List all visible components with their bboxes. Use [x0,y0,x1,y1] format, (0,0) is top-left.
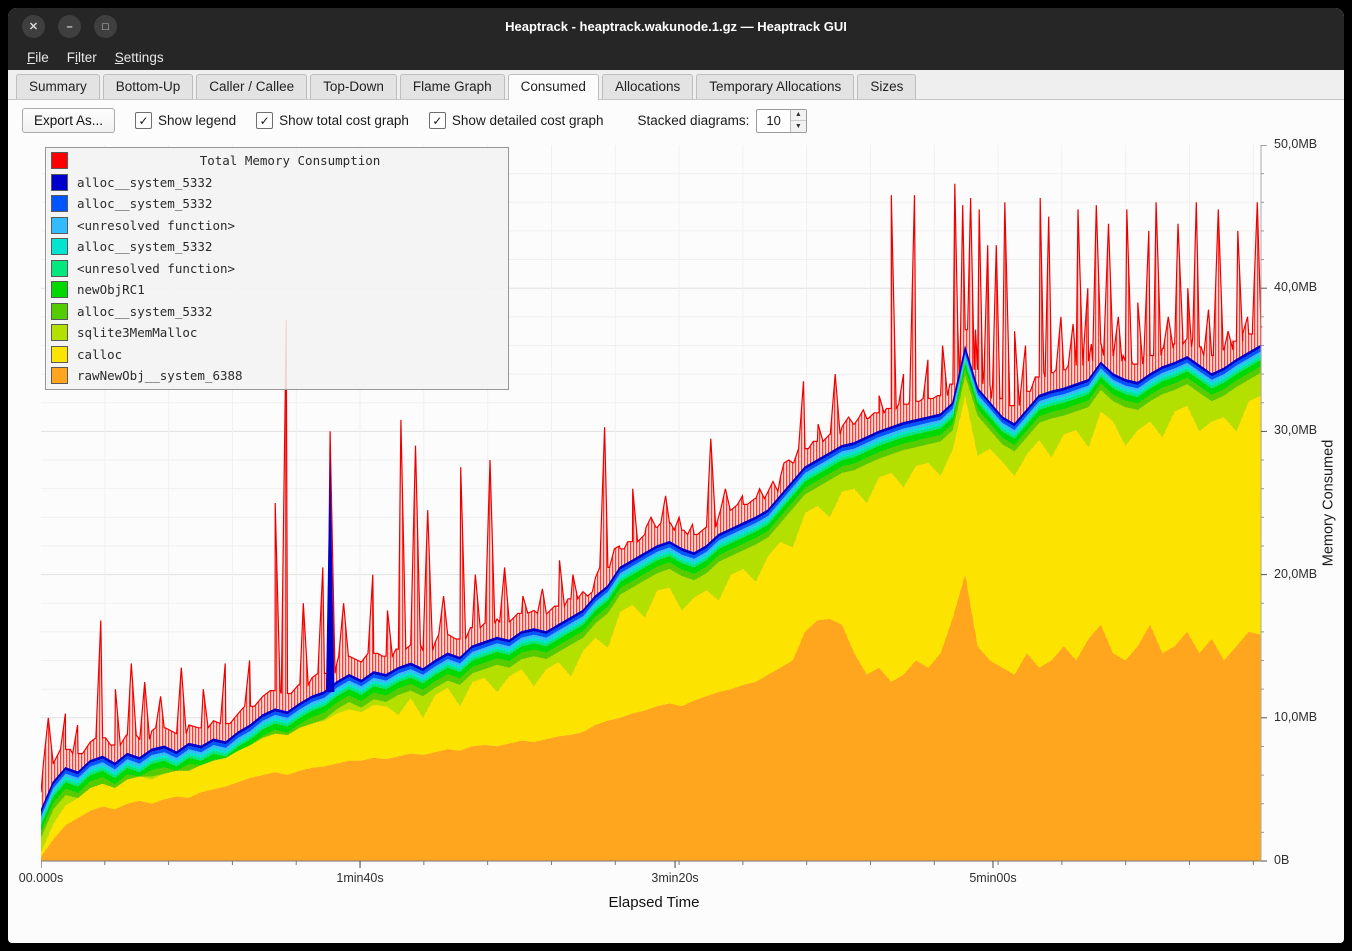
x-axis-labels: 00.000s 1min40s 3min20s 5min00s [19,869,1267,887]
tab-consumed[interactable]: Consumed [507,74,599,100]
chart-area: Total Memory Consumption alloc__system_5… [41,137,1344,869]
maximize-icon: □ [102,20,109,33]
legend-title: Total Memory Consumption [199,153,381,169]
legend-item: rawNewObj__system_6388 [46,365,508,387]
y-axis-label: 30,0MB [1274,423,1318,438]
tab-top-down[interactable]: Top-Down [310,74,397,99]
legend-item: alloc__system_5332 [46,172,508,194]
close-button[interactable]: ✕ [22,15,45,38]
memory-consumption-chart[interactable] [41,145,1267,869]
tab-flame-graph[interactable]: Flame Graph [399,74,505,99]
x-axis-label: 3min20s [651,871,699,885]
legend-swatch [51,173,68,191]
show-legend-label: Show legend [158,113,237,128]
show-total-cost-label: Show total cost graph [279,113,409,128]
stacked-diagrams-spinner[interactable]: 10 ▲ ▼ [756,108,807,133]
y-axis-label: 20,0MB [1274,566,1318,581]
window-title: Heaptrack - heaptrack.wakunode.1.gz — He… [505,18,847,34]
legend-item: newObjRC1 [46,279,508,301]
spinner-up-icon[interactable]: ▲ [790,109,806,121]
show-legend-checkbox[interactable]: ✓ Show legend [135,112,236,129]
x-axis-label: 5min00s [969,871,1017,885]
maximize-button[interactable]: □ [94,15,117,38]
heaptrack-window: ✕ – □ Heaptrack - heaptrack.wakunode.1.g… [8,8,1344,943]
legend-swatch [51,367,68,385]
menu-filter[interactable]: Filter [66,49,97,65]
legend-item: calloc [46,344,508,366]
tab-temporary-allocations[interactable]: Temporary Allocations [696,74,855,99]
y-axis-label: 40,0MB [1274,280,1318,295]
minimize-icon: – [66,20,73,33]
legend-swatch [51,324,68,342]
checkbox-check-icon: ✓ [428,112,446,129]
x-axis-label: 1min40s [336,871,384,885]
legend-item: alloc__system_5332 [46,193,508,215]
stacked-diagrams-label: Stacked diagrams: [637,113,750,128]
show-total-cost-checkbox[interactable]: ✓ Show total cost graph [256,112,409,129]
close-icon: ✕ [28,21,39,33]
x-axis-label: 00.000s [18,871,64,885]
legend-swatch [51,302,68,320]
menu-settings[interactable]: Settings [114,49,164,65]
tab-summary[interactable]: Summary [16,74,100,99]
spinner-down-icon[interactable]: ▼ [790,121,806,132]
y-axis-label: 0B [1274,853,1290,867]
legend-swatch [51,259,68,277]
legend-swatch [51,216,68,234]
show-detailed-cost-checkbox[interactable]: ✓ Show detailed cost graph [428,112,604,129]
stacked-diagrams-value[interactable]: 10 [766,113,781,128]
legend-item: <unresolved function> [46,215,508,237]
checkbox-check-icon: ✓ [256,112,274,129]
tab-bottom-up[interactable]: Bottom-Up [102,74,194,99]
legend-item: sqlite3MemMalloc [46,322,508,344]
chart-legend: Total Memory Consumption alloc__system_5… [45,147,509,390]
legend-item: <unresolved function> [46,258,508,280]
legend-swatch [51,345,68,363]
legend-swatch [51,195,68,213]
show-detailed-cost-label: Show detailed cost graph [451,113,604,128]
export-as-button[interactable]: Export As... [22,108,116,133]
toolbar: Export As... ✓ Show legend ✓ Show total … [8,100,1344,139]
y-axis-title: Memory Consumed [1320,439,1337,567]
legend-swatch [51,238,68,256]
menu-bar: File Filter Settings [8,44,1344,70]
minimize-button[interactable]: – [58,15,81,38]
legend-swatch-total [51,152,68,170]
tab-allocations[interactable]: Allocations [601,74,694,99]
tab-caller-callee[interactable]: Caller / Callee [196,74,308,99]
legend-item: alloc__system_5332 [46,301,508,323]
x-axis-title: Elapsed Time [608,894,700,911]
title-bar: ✕ – □ Heaptrack - heaptrack.wakunode.1.g… [8,8,1344,44]
legend-swatch [51,281,68,299]
legend-item: alloc__system_5332 [46,236,508,258]
tab-sizes[interactable]: Sizes [857,74,917,99]
menu-file[interactable]: File [27,49,49,65]
y-axis-label: 50,0MB [1274,137,1318,151]
legend-title-row: Total Memory Consumption [46,150,508,172]
checkbox-check-icon: ✓ [135,112,153,129]
tab-bar: Summary Bottom-Up Caller / Callee Top-Do… [8,70,1344,100]
y-axis-label: 10,0MB [1274,709,1318,724]
